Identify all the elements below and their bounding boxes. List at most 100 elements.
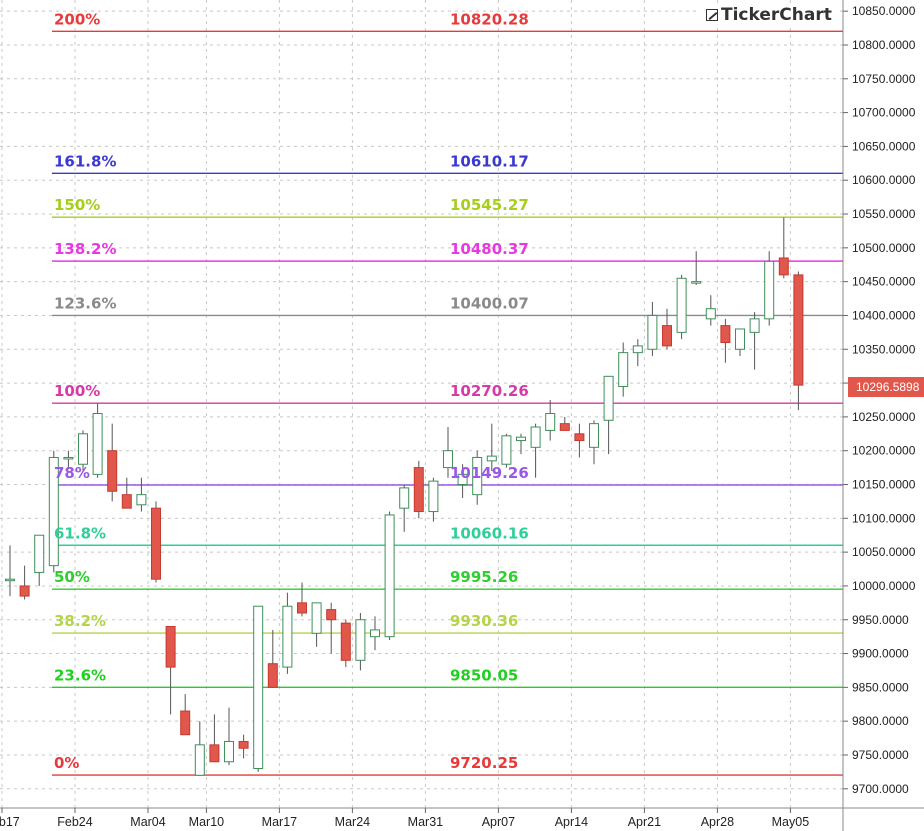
fib-level-percent: 78%: [54, 464, 90, 482]
candle: [19, 565, 30, 600]
candle: [48, 450, 59, 573]
candle-body: [78, 433, 88, 465]
candle: [676, 274, 687, 340]
candle: [165, 626, 176, 715]
x-tick-label: Mar24: [335, 815, 370, 829]
candle-body: [676, 277, 687, 333]
fib-level-value: 10545.27: [450, 196, 529, 214]
candle-body: [647, 314, 658, 350]
fib-level-value: 9720.25: [450, 754, 518, 772]
candle-body: [136, 494, 147, 506]
y-tick-label: 10850.0000: [852, 4, 916, 18]
candle: [603, 375, 614, 455]
fib-level-value: 10400.07: [450, 294, 529, 312]
candle-body: [691, 281, 702, 284]
x-axis: Feb17 Feb24 Mar04 Mar10 Mar17 Mar24 Mar31 Apr07…: [0, 808, 809, 829]
candle-body: [589, 423, 599, 448]
candle-body: [545, 413, 556, 431]
fib-level-percent: 38.2%: [54, 612, 106, 630]
y-tick-label: 9750.0000: [852, 748, 909, 762]
candle-body: [501, 435, 512, 465]
candle-body: [209, 744, 220, 763]
brand-logo: TickerChart: [700, 4, 838, 26]
candle-body: [282, 605, 293, 668]
fib-level-value: 10060.16: [450, 524, 529, 542]
candle-body: [443, 450, 453, 469]
candle: [399, 484, 410, 532]
candle: [370, 616, 380, 651]
candle-body: [311, 602, 322, 634]
candle-body: [705, 308, 716, 320]
chart-icon: [706, 9, 718, 21]
y-tick-label: 9950.0000: [852, 613, 909, 627]
x-tick-label: Mar17: [262, 815, 297, 829]
fib-level-value: 9930.36: [450, 612, 518, 630]
candle: [413, 460, 424, 519]
candle-body: [48, 456, 59, 567]
candle-body: [399, 487, 410, 509]
candle-body: [34, 534, 45, 573]
x-tick-label: Apr21: [628, 815, 661, 829]
candle: [472, 450, 483, 505]
y-tick-label: 10450.0000: [852, 275, 916, 289]
candle-body: [472, 456, 483, 496]
candle-body: [618, 352, 629, 387]
fib-level-percent: 200%: [54, 10, 100, 28]
candle: [63, 450, 74, 468]
candle-body: [384, 514, 395, 638]
y-axis: 10850.0000 10800.0000 10750.0000 10700.0000…: [843, 4, 916, 796]
candle: [151, 501, 161, 583]
candle: [735, 328, 745, 357]
fibonacci-levels: [52, 30, 843, 776]
candle-body: [662, 325, 672, 347]
fibonacci-labels: 200% 10820.28 161.8% 10610.17 150% 10545.27 13…: [54, 10, 529, 772]
candle-body: [413, 467, 424, 513]
candle: [136, 477, 147, 512]
candle: [516, 433, 526, 455]
candle: [574, 423, 585, 458]
candle-body: [574, 433, 585, 442]
candle-body: [253, 605, 264, 770]
x-tick-label: Apr14: [555, 815, 588, 829]
fib-level-value: 10149.26: [450, 464, 529, 482]
y-tick-label: 10600.0000: [852, 173, 916, 187]
candle-body: [267, 663, 278, 688]
candle: [559, 416, 570, 431]
fib-level-value: 10270.26: [450, 382, 529, 400]
candle: [355, 612, 366, 671]
fib-level-value: 10480.37: [450, 240, 529, 258]
y-tick-label: 10150.0000: [852, 478, 916, 492]
x-tick-label: Apr07: [482, 815, 515, 829]
candle-body: [238, 740, 249, 749]
candle-body: [370, 629, 380, 638]
candle-body: [749, 318, 760, 333]
fib-level-value: 9850.05: [450, 666, 518, 684]
candle-body: [224, 740, 234, 763]
candle: [121, 477, 132, 509]
fib-level-percent: 123.6%: [54, 294, 116, 312]
candle-body: [632, 345, 643, 354]
candle: [647, 301, 658, 357]
candle-body: [428, 480, 439, 513]
brand-name: TickerChart: [721, 5, 832, 25]
candle-body: [355, 619, 366, 661]
fib-level-value: 10610.17: [450, 152, 529, 170]
candle: [238, 734, 249, 759]
candle: [428, 477, 439, 522]
candle-body: [107, 450, 118, 492]
candle: [267, 629, 278, 688]
candle: [253, 605, 264, 772]
y-tick-label: 9900.0000: [852, 647, 909, 661]
y-tick-label: 10500.0000: [852, 241, 916, 255]
candle: [662, 308, 672, 350]
candle: [311, 602, 322, 647]
candle: [180, 694, 191, 736]
candle-body: [194, 744, 205, 776]
candle: [486, 423, 497, 471]
y-tick-label: 9800.0000: [852, 714, 909, 728]
candle: [326, 602, 337, 654]
fib-level-value: 10820.28: [450, 10, 529, 28]
candle-body: [778, 257, 789, 276]
fib-level-percent: 150%: [54, 196, 100, 214]
